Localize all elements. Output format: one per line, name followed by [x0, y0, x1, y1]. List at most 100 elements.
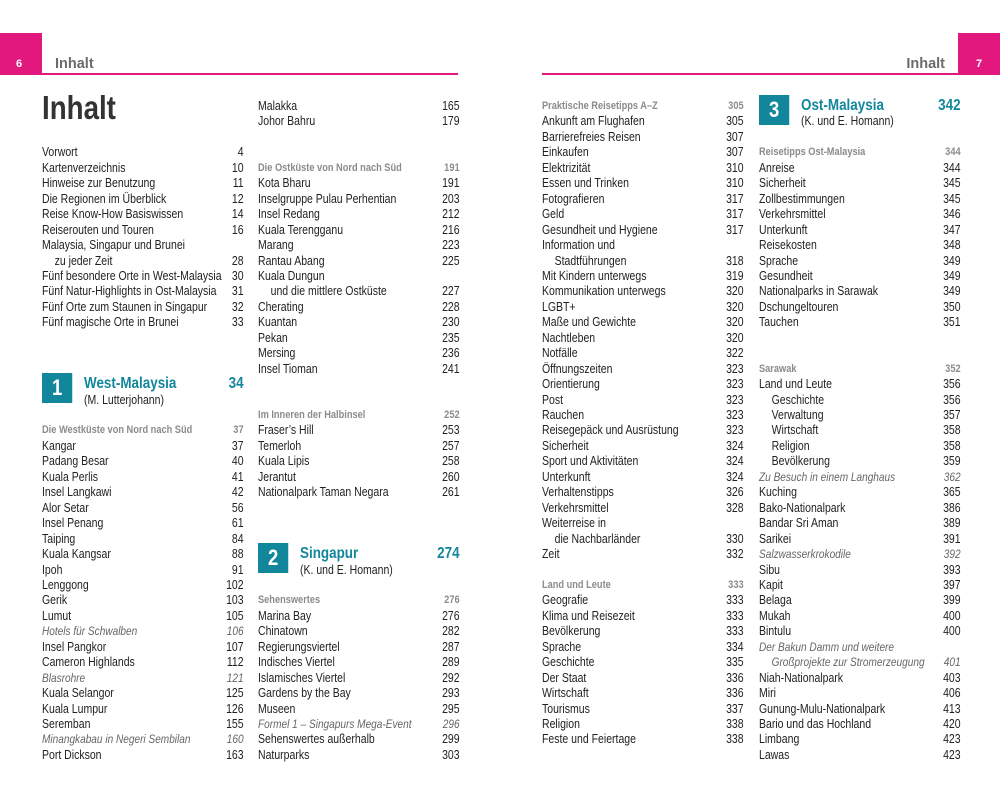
toc-entry: Insel Langkawi — [42, 485, 112, 500]
page-ref: 155 — [226, 717, 244, 731]
chapter-author: (M. Lutterjohann) — [84, 392, 164, 407]
toc-entry: Reiserouten und Touren — [42, 222, 154, 237]
page-ref: 258 — [442, 454, 460, 469]
chapter-author: (K. und E. Homann) — [801, 114, 894, 129]
toc-entry: und die mittlere Ostküste — [270, 284, 387, 299]
page-ref: 310 — [726, 160, 744, 175]
toc-entry: Unterkunft — [542, 469, 591, 484]
page-ref: 357 — [943, 408, 961, 422]
page-ref: 338 — [726, 732, 744, 747]
chapter-number: 2 — [258, 543, 289, 574]
page-ref: 400 — [943, 608, 961, 623]
page-ref: 326 — [726, 485, 744, 500]
toc-entry: Hotels für Schwalben — [42, 624, 138, 639]
page-ref: 12 — [231, 191, 244, 206]
page-ref: 282 — [442, 624, 460, 639]
page-ref: 349 — [943, 253, 961, 268]
page-number: 7 — [976, 58, 983, 70]
page-ref: 84 — [231, 531, 244, 546]
toc-entry: Lawas — [759, 747, 790, 762]
page-ref: 352 — [945, 362, 961, 375]
toc-entry: Verhaltenstipps — [542, 485, 614, 500]
page-ref: 350 — [943, 299, 961, 314]
toc-entry: Geschichte — [771, 392, 825, 407]
toc-entry: Verwaltung — [771, 408, 824, 422]
toc-entry: Indisches Viertel — [258, 655, 335, 670]
toc-entry: Gardens by the Bay — [258, 686, 351, 701]
section-heading: Land und Leute — [542, 578, 611, 591]
page-tab — [958, 33, 1000, 75]
toc-entry: Sicherheit — [759, 176, 806, 191]
page-ref: 126 — [226, 701, 244, 716]
page-ref: 106 — [226, 624, 244, 639]
page-ref: 338 — [726, 717, 744, 731]
page-ref: 310 — [726, 176, 744, 191]
toc-entry: Lenggong — [42, 577, 89, 592]
page-ref: 413 — [943, 701, 961, 716]
page-ref: 423 — [943, 732, 961, 747]
toc-entry: Islamisches Viertel — [258, 670, 346, 685]
page-ref: 107 — [226, 639, 244, 654]
toc-entry: Fünf magische Orte in Brunei — [42, 315, 179, 330]
toc-entry: Fünf Natur-Highlights in Ost-Malaysia — [42, 284, 217, 299]
toc-entry: Die Regionen im Überblick — [42, 191, 167, 206]
page-ref: 305 — [728, 100, 744, 112]
page-ref: 160 — [226, 732, 244, 747]
chapter-number: 3 — [759, 95, 790, 125]
toc-entry: Zollbestimmungen — [759, 191, 845, 206]
page-ref: 330 — [726, 531, 744, 546]
toc-entry: Kapit — [759, 577, 783, 592]
header-rule — [42, 73, 458, 75]
page-ref: 112 — [226, 655, 244, 670]
toc-entry: Unterkunft — [759, 222, 808, 237]
toc-column: Praktische Reisetipps A–Z 305 Ankunft am F… — [542, 0, 744, 800]
page-ref: 324 — [726, 454, 744, 469]
toc-entry: Maße und Gewichte — [542, 315, 636, 330]
toc-entry: Geld — [542, 207, 565, 222]
page-ref: 348 — [943, 238, 961, 253]
page-ref: 257 — [442, 438, 460, 453]
page-ref: 253 — [442, 423, 460, 438]
page-ref: 235 — [442, 330, 460, 345]
toc-entry: Blasrohre — [42, 670, 86, 685]
toc-entry: Bintulu — [759, 624, 792, 639]
page-ref: 303 — [442, 747, 460, 762]
page-ref: 346 — [943, 207, 961, 222]
page-ref: 423 — [943, 747, 961, 762]
toc-entry: Salzwasserkrokodile — [759, 547, 851, 562]
section-heading: Im Inneren der Halbinsel — [258, 409, 366, 421]
toc-entry: Bevölkerung — [542, 624, 601, 639]
chapter-author: (K. und E. Homann) — [300, 562, 393, 577]
toc-entry: Fraser’s Hill — [258, 423, 314, 438]
toc-entry: Ipoh — [42, 562, 63, 577]
toc-entry: Minangkabau in Negeri Sembilan — [42, 732, 191, 747]
page-ref: 241 — [442, 361, 460, 376]
toc-entry: Marang — [258, 238, 294, 253]
toc-entry: Mit Kindern unterwegs — [542, 268, 647, 283]
page-ref: 236 — [442, 346, 460, 361]
page-ref: 299 — [442, 732, 460, 747]
page-ref: 296 — [442, 717, 460, 731]
page-ref: 125 — [226, 686, 244, 701]
page-ref: 276 — [442, 608, 460, 623]
page-ref: 61 — [231, 516, 244, 531]
page-ref: 320 — [726, 315, 744, 330]
page-ref: 320 — [726, 284, 744, 299]
page-ref: 356 — [943, 377, 961, 392]
toc-entry: Gunung-Mulu-Nationalpark — [759, 701, 886, 716]
toc-entry: Tourismus — [542, 701, 590, 716]
toc-entry: Mersing — [258, 346, 296, 361]
toc-entry: Nationalpark Taman Negara — [258, 485, 389, 500]
page-ref: 191 — [442, 176, 460, 191]
toc-column: 3 Ost-Malaysia 342 (K. und E. Homann) Reiset… — [759, 0, 961, 800]
page-ref: 356 — [943, 392, 961, 407]
toc-entry: Gerik — [42, 593, 68, 608]
page-ref: 305 — [726, 114, 744, 129]
toc-entry: Dschungeltouren — [759, 299, 839, 314]
toc-entry: Kota Bharu — [258, 176, 311, 191]
page-ref: 56 — [231, 500, 244, 515]
toc-entry: Barrierefreies Reisen — [542, 129, 641, 144]
toc-entry: Johor Bahru — [258, 114, 316, 129]
page-ref: 336 — [726, 686, 744, 701]
chapter-title: West-Malaysia — [84, 375, 177, 393]
